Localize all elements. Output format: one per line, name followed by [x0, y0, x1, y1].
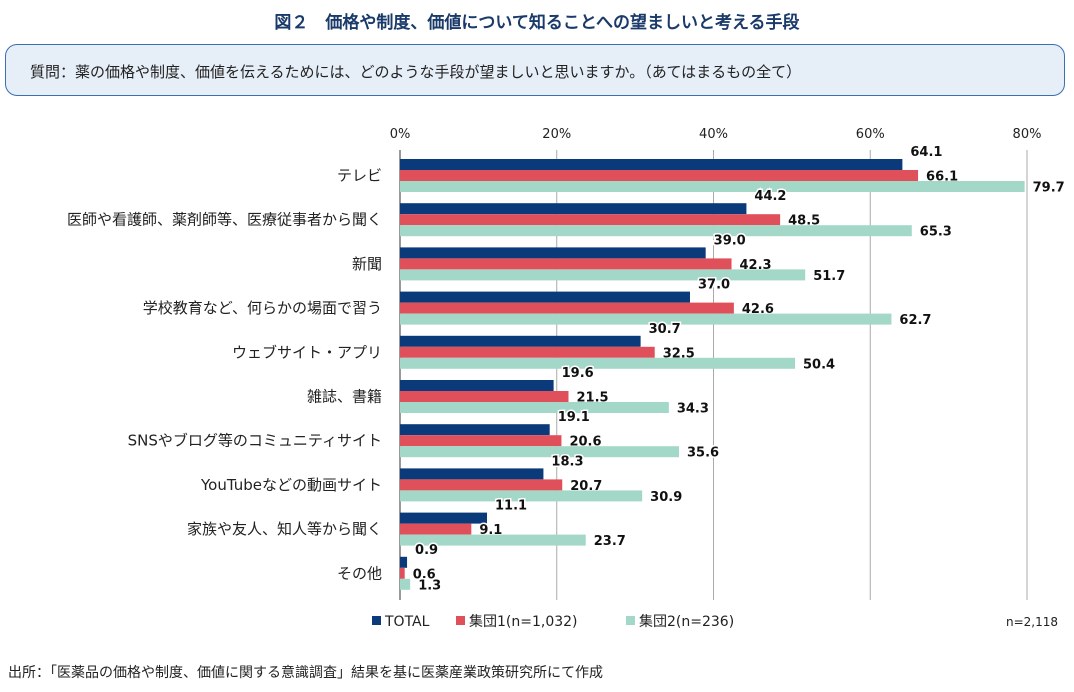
bar-2: [400, 402, 669, 413]
legend-swatch: [372, 616, 381, 625]
x-tick-label: 20%: [542, 127, 571, 142]
bar-1: [400, 435, 562, 447]
data-label: 62.7: [899, 313, 931, 328]
bar-0: [400, 159, 903, 170]
data-label: 39.0: [714, 233, 746, 248]
figure-title: 図２ 価格や制度、価値について知ることへの望ましいと考える手段: [274, 13, 800, 33]
legend-label: TOTAL: [384, 614, 430, 630]
bar-2: [400, 181, 1025, 192]
x-tick-label: 80%: [1013, 127, 1042, 142]
data-label: 19.6: [562, 366, 594, 381]
legend-swatch: [626, 616, 635, 625]
category-label: その他: [337, 564, 382, 582]
legend-swatch: [456, 616, 465, 625]
bar-2: [400, 446, 680, 458]
data-label: 34.3: [677, 402, 709, 417]
category-label: SNSやブログ等のコミュニティサイト: [128, 432, 382, 450]
bar-2: [400, 534, 586, 546]
data-label: 51.7: [813, 269, 845, 284]
data-label: 65.3: [920, 225, 952, 240]
data-label: 0.6: [413, 567, 436, 582]
bar-0: [400, 556, 408, 568]
bar-0: [400, 424, 550, 436]
bar-2: [400, 578, 411, 590]
data-label: 30.7: [649, 322, 681, 337]
source-note: 出所：「医薬品の価格や制度、価値に関する意識調査」結果を基に医薬産業政策研究所に…: [8, 665, 603, 681]
bar-0: [400, 335, 641, 347]
data-label: 19.1: [558, 410, 590, 425]
data-label: 18.3: [551, 454, 583, 469]
bar-2: [400, 225, 912, 237]
bar-1: [400, 523, 472, 535]
legend-label: 集団1(n=1,032): [469, 613, 578, 630]
legend-label: 集団2(n=236): [639, 613, 734, 630]
category-label: ウェブサイト・アプリ: [232, 343, 382, 361]
bar-1: [400, 479, 563, 491]
bar-1: [400, 302, 734, 314]
category-label: 学校教育など、何らかの場面で習う: [143, 299, 382, 317]
bar-2: [400, 357, 796, 369]
bar-0: [400, 203, 747, 215]
bar-2: [400, 313, 892, 325]
category-label: テレビ: [337, 167, 382, 185]
bar-1: [400, 346, 655, 358]
bar-1: [400, 391, 569, 402]
sample-size-note: n=2,118: [1006, 615, 1058, 629]
bar-2: [400, 269, 806, 281]
bar-1: [400, 214, 781, 226]
category-label: 雑誌、書籍: [307, 388, 382, 406]
bar-0: [400, 512, 487, 524]
bar-0: [400, 380, 554, 391]
data-label: 23.7: [594, 534, 626, 549]
bar-0: [400, 468, 544, 480]
bar-1: [400, 567, 405, 579]
data-label: 64.1: [910, 145, 942, 160]
category-label: 医師や看護師、薬剤師等、医療従事者から聞く: [67, 211, 382, 229]
data-label: 1.3: [418, 578, 441, 593]
data-label: 30.9: [650, 490, 682, 505]
bar-0: [400, 247, 706, 259]
bar-1: [400, 258, 732, 270]
bar-2: [400, 490, 643, 502]
question-box: 質問：薬の価格や制度、価値を伝えるためには、どのような手段が望ましいと思いますか…: [5, 44, 1065, 96]
x-tick-label: 0%: [390, 127, 411, 142]
category-label: 家族や友人、知人等から聞く: [187, 520, 382, 538]
data-label: 79.7: [1033, 181, 1065, 196]
data-label: 35.6: [687, 446, 719, 461]
category-label: 新聞: [352, 255, 382, 273]
x-tick-label: 60%: [856, 127, 885, 142]
x-tick-label: 40%: [699, 127, 728, 142]
data-label: 0.9: [415, 543, 438, 558]
bar-0: [400, 291, 690, 303]
data-label: 37.0: [698, 278, 730, 293]
data-label: 50.4: [803, 357, 835, 372]
bar-1: [400, 170, 919, 181]
data-label: 44.2: [754, 189, 786, 204]
category-label: YouTubeなどの動画サイト: [200, 476, 382, 494]
data-label: 11.1: [495, 499, 527, 514]
